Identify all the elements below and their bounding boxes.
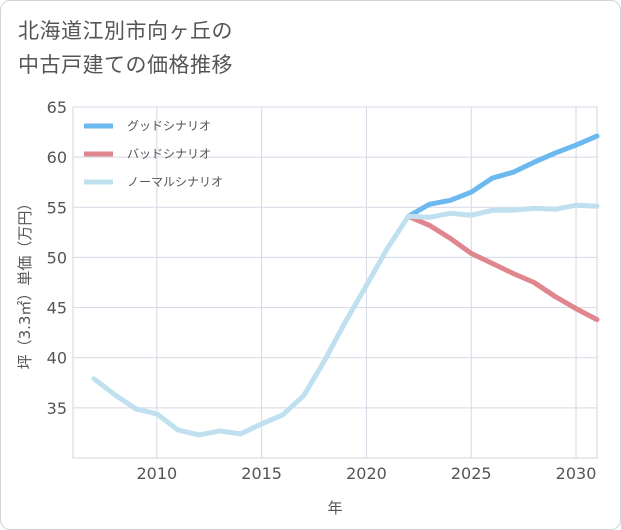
chart-title-line-1: 北海道江別市向ヶ丘の (18, 19, 233, 43)
legend-label: バッドシナリオ (127, 147, 211, 161)
chart-title-line-2: 中古戸建ての価格推移 (18, 53, 233, 77)
series-line-1 (405, 133, 600, 219)
y-tick-label: 40 (47, 349, 67, 368)
grid (72, 106, 598, 459)
x-tick-label: 2010 (136, 464, 177, 483)
x-tick-label: 2020 (346, 464, 387, 483)
series-line-2 (405, 213, 600, 323)
chart-title: 北海道江別市向ヶ丘の 中古戸建ての価格推移 (18, 14, 233, 82)
series-lines (91, 133, 600, 438)
axes: 35 40 45 50 55 60 65 2010 2015 2020 2025 2030 (47, 98, 597, 483)
y-tick-label: 60 (47, 148, 67, 167)
x-axis-title: 年 (327, 499, 342, 517)
y-tick-label: 35 (47, 399, 67, 418)
x-tick-label: 2015 (241, 464, 282, 483)
y-tick-label: 50 (47, 248, 67, 267)
series-line-3 (91, 202, 600, 438)
x-tick-label: 2025 (451, 464, 492, 483)
legend-label: ノーマルシナリオ (127, 175, 223, 189)
legend-label: グッドシナリオ (127, 119, 211, 133)
y-tick-label: 55 (47, 198, 67, 217)
x-tick-label: 2030 (556, 464, 597, 483)
y-axis-title: 坪（3.3㎡）単価（万円） (16, 196, 34, 370)
y-tick-label: 45 (47, 299, 67, 318)
y-tick-label: 65 (47, 98, 67, 117)
